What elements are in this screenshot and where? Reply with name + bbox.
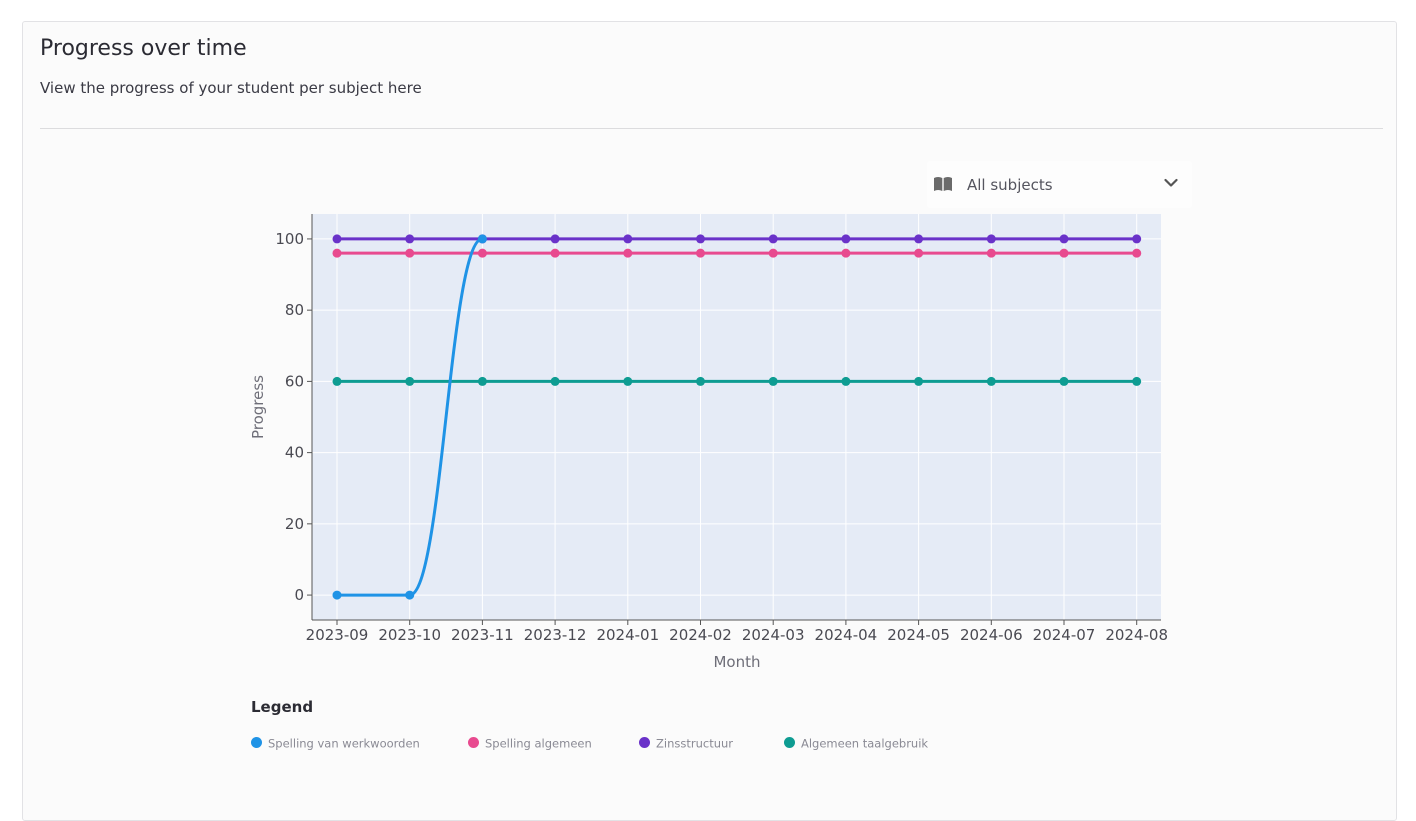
- legend-title: Legend: [251, 698, 314, 716]
- data-point-spelling-algemeen: [986, 248, 996, 258]
- x-tick-label: 2023-11: [451, 626, 514, 644]
- x-tick-label: 2024-08: [1105, 626, 1168, 644]
- data-point-spelling-algemeen: [914, 248, 924, 258]
- legend-swatch: [468, 737, 479, 748]
- x-tick-label: 2024-02: [669, 626, 732, 644]
- data-point-algemeen-taalgebruik: [550, 376, 560, 386]
- data-point-spelling-algemeen: [405, 248, 415, 258]
- x-tick-label: 2023-10: [378, 626, 441, 644]
- legend-label: Spelling algemeen: [485, 736, 592, 751]
- book-icon: [934, 177, 952, 191]
- legend-item[interactable]: Spelling algemeen: [468, 736, 592, 752]
- legend-swatch: [639, 737, 650, 748]
- plot-background: [312, 214, 1161, 620]
- subject-select-value: All subjects: [967, 176, 1053, 194]
- data-point-spelling-algemeen: [1059, 248, 1069, 258]
- chevron-down-icon: [1164, 178, 1178, 187]
- x-tick-label: 2024-04: [815, 626, 878, 644]
- data-point-spelling-algemeen: [332, 248, 342, 258]
- legend-swatch: [784, 737, 795, 748]
- legend-swatch: [251, 737, 262, 748]
- data-point-zinsstructuur: [1132, 234, 1142, 244]
- data-point-algemeen-taalgebruik: [914, 376, 924, 386]
- x-axis-title: Month: [713, 653, 760, 671]
- data-point-zinsstructuur: [623, 234, 633, 244]
- x-tick-label: 2023-12: [524, 626, 587, 644]
- x-tick-label: 2023-09: [306, 626, 369, 644]
- page-title: Progress over time: [40, 36, 247, 61]
- data-point-spelling-algemeen: [550, 248, 560, 258]
- data-point-zinsstructuur: [841, 234, 851, 244]
- legend-label: Algemeen taalgebruik: [801, 736, 929, 751]
- legend-item[interactable]: Algemeen taalgebruik: [784, 736, 928, 752]
- data-point-spelling-van-werkwoorden: [405, 590, 415, 600]
- data-point-algemeen-taalgebruik: [1059, 376, 1069, 386]
- x-tick-label: 2024-06: [960, 626, 1023, 644]
- data-point-spelling-algemeen: [477, 248, 487, 258]
- data-point-zinsstructuur: [405, 234, 415, 244]
- x-tick-label: 2024-07: [1033, 626, 1096, 644]
- data-point-spelling-algemeen: [768, 248, 778, 258]
- data-point-spelling-algemeen: [1132, 248, 1142, 258]
- legend-item[interactable]: Zinsstructuur: [639, 736, 733, 752]
- progress-card: Progress over time View the progress of …: [22, 21, 1397, 821]
- data-point-zinsstructuur: [332, 234, 342, 244]
- x-tick-label: 2024-03: [742, 626, 805, 644]
- legend-label: Spelling van werkwoorden: [268, 736, 420, 751]
- data-point-algemeen-taalgebruik: [696, 376, 705, 386]
- data-point-spelling-van-werkwoorden: [477, 234, 487, 244]
- subject-select[interactable]: All subjects: [927, 161, 1192, 208]
- data-point-algemeen-taalgebruik: [477, 376, 487, 386]
- data-point-zinsstructuur: [986, 234, 996, 244]
- page-subtitle: View the progress of your student per su…: [40, 79, 422, 97]
- data-point-zinsstructuur: [550, 234, 560, 244]
- data-point-algemeen-taalgebruik: [405, 376, 415, 386]
- data-point-algemeen-taalgebruik: [986, 376, 996, 386]
- data-point-algemeen-taalgebruik: [623, 376, 633, 386]
- y-tick-label: 60: [285, 372, 304, 390]
- legend-label: Zinsstructuur: [656, 736, 734, 751]
- data-point-algemeen-taalgebruik: [768, 376, 778, 386]
- data-point-zinsstructuur: [696, 234, 705, 244]
- data-point-zinsstructuur: [1059, 234, 1069, 244]
- y-tick-label: 100: [275, 230, 304, 248]
- y-tick-label: 80: [285, 301, 304, 319]
- data-point-spelling-algemeen: [841, 248, 851, 258]
- y-tick-label: 20: [285, 515, 304, 533]
- divider: [40, 128, 1383, 129]
- x-tick-label: 2024-05: [887, 626, 950, 644]
- data-point-algemeen-taalgebruik: [1132, 376, 1142, 386]
- y-tick-label: 40: [285, 444, 304, 462]
- data-point-spelling-van-werkwoorden: [332, 590, 342, 600]
- data-point-algemeen-taalgebruik: [332, 376, 342, 386]
- progress-chart: 0 20 40 60 80 100 2023-09 2023-10 2023-11 2023-12…: [249, 214, 1168, 671]
- legend-item[interactable]: Spelling van werkwoorden: [251, 736, 420, 752]
- data-point-algemeen-taalgebruik: [841, 376, 851, 386]
- data-point-spelling-algemeen: [623, 248, 633, 258]
- x-tick-label: 2024-01: [596, 626, 659, 644]
- series-line-spelling-van-werkwoorden: [337, 237, 484, 597]
- y-tick-label: 0: [294, 586, 304, 604]
- data-point-zinsstructuur: [768, 234, 778, 244]
- data-point-spelling-algemeen: [696, 248, 705, 258]
- data-point-zinsstructuur: [914, 234, 924, 244]
- y-axis-title: Progress: [249, 375, 267, 439]
